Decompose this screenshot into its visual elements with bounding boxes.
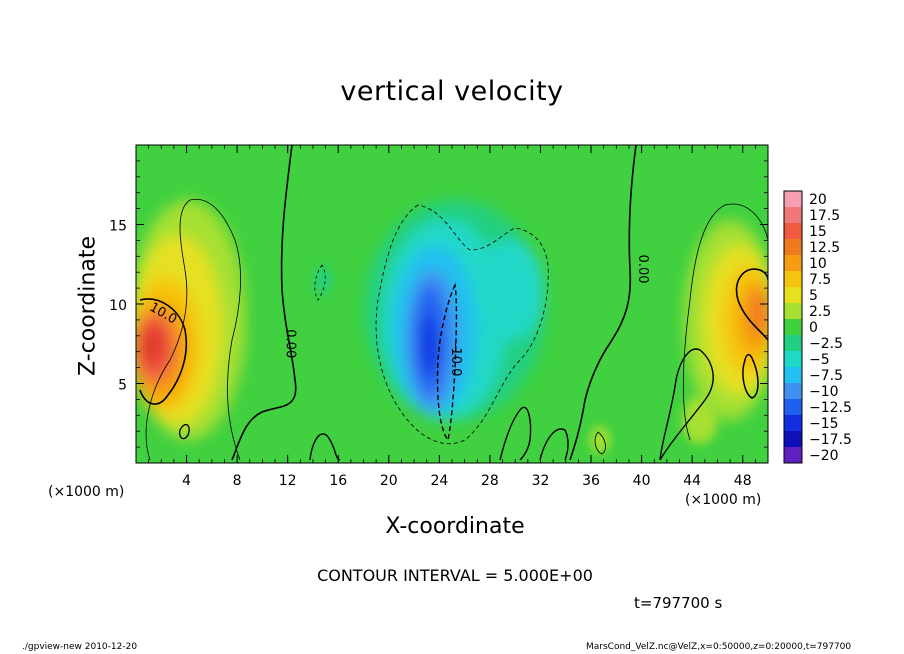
colorbar-swatch xyxy=(784,415,802,432)
y-tick-label: 10 xyxy=(109,298,127,314)
footer-right: MarsCond_VelZ.nc@VelZ,x=0:50000,z=0:2000… xyxy=(586,642,852,652)
contour-label: 0.00 xyxy=(635,255,650,284)
colorbar-label: −20 xyxy=(809,448,839,464)
footer-left: ./gpview-new 2010-12-20 xyxy=(22,642,138,652)
x-tick-label: 40 xyxy=(633,473,651,489)
colorbar-swatch xyxy=(784,303,802,320)
y-axis-label: Z-coordinate xyxy=(75,236,101,376)
colorbar-label: −2.5 xyxy=(809,336,843,352)
colorbar-swatch xyxy=(784,271,802,288)
colorbar-swatch xyxy=(784,255,802,272)
colorbar: 2017.51512.5107.552.50−2.5−5−7.5−10−12.5… xyxy=(783,190,852,464)
velocity-field: 10.00.00 -10.00.00 xyxy=(136,145,768,463)
colorbar-swatch xyxy=(784,191,802,208)
colorbar-label: −15 xyxy=(809,416,839,432)
x-tick-label: 28 xyxy=(481,473,499,489)
colorbar-swatch xyxy=(784,367,802,384)
contour-lines xyxy=(139,145,768,461)
colorbar-label: 12.5 xyxy=(809,240,840,256)
colorbar-swatch xyxy=(784,335,802,352)
colorbar-swatch xyxy=(784,239,802,256)
time-label: t=797700 s xyxy=(634,594,723,612)
colorbar-swatch xyxy=(784,431,802,448)
x-tick-label: 16 xyxy=(329,473,347,489)
colorbar-swatch xyxy=(784,447,802,464)
y-tick-label: 5 xyxy=(118,378,127,394)
y-tick-label: 15 xyxy=(109,219,127,235)
x-tick-label: 48 xyxy=(734,473,752,489)
colorbar-label: 0 xyxy=(809,320,818,336)
contour-label: -10.0 xyxy=(448,343,463,377)
colorbar-label: 20 xyxy=(809,192,827,208)
colorbar-swatch xyxy=(784,383,802,400)
x-axis-label: X-coordinate xyxy=(385,514,525,539)
colorbar-label: −17.5 xyxy=(809,432,852,448)
colorbar-label: −5 xyxy=(809,352,830,368)
chart-title: vertical velocity xyxy=(340,76,564,107)
x-tick-label: 32 xyxy=(532,473,550,489)
colorbar-label: −12.5 xyxy=(809,400,852,416)
colorbar-swatch xyxy=(784,223,802,240)
contour-interval-label: CONTOUR INTERVAL = 5.000E+00 xyxy=(317,566,593,585)
colorbar-label: −7.5 xyxy=(809,368,843,384)
x-tick-label: 12 xyxy=(279,473,297,489)
colorbar-label: 10 xyxy=(809,256,827,272)
x-tick-label: 20 xyxy=(380,473,398,489)
contour-label: 0.00 xyxy=(282,329,297,358)
colorbar-swatch xyxy=(784,319,802,336)
colorbar-swatch xyxy=(784,207,802,224)
colorbar-label: 7.5 xyxy=(809,272,831,288)
colorbar-label: −10 xyxy=(809,384,839,400)
x-tick-label: 24 xyxy=(430,473,448,489)
x-tick-label: 44 xyxy=(683,473,701,489)
colorbar-swatch xyxy=(784,287,802,304)
x-tick-label: 8 xyxy=(233,473,242,489)
updraft-right-region xyxy=(684,220,768,420)
colorbar-swatch xyxy=(784,399,802,416)
downdraft-center-region xyxy=(365,200,545,420)
colorbar-swatch xyxy=(784,351,802,368)
colorbar-label: 2.5 xyxy=(809,304,831,320)
x-tick-label: 4 xyxy=(182,473,191,489)
colorbar-label: 15 xyxy=(809,224,827,240)
x-tick-label: 36 xyxy=(582,473,600,489)
colorbar-label: 17.5 xyxy=(809,208,840,224)
x-unit-left: (×1000 m) xyxy=(48,484,125,500)
colorbar-frame xyxy=(783,190,803,464)
x-unit-right: (×1000 m) xyxy=(685,492,762,508)
colorbar-label: 5 xyxy=(809,288,818,304)
updraft-left-region xyxy=(136,200,246,440)
